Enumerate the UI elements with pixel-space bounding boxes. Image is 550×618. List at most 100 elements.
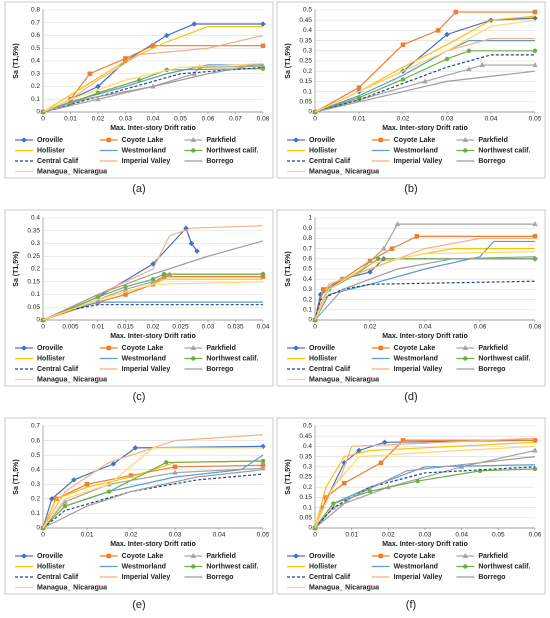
legend-label: Imperial Valley <box>394 366 443 373</box>
series-line <box>42 240 264 321</box>
marker <box>70 477 77 483</box>
legend-label: Oroville <box>37 553 63 560</box>
legend-marker <box>462 344 469 351</box>
y-axis-label: Sa (T1,5%) <box>285 43 292 78</box>
x-tick-label: 0 <box>41 324 45 331</box>
x-tick-label: 0.025 <box>172 324 189 331</box>
x-tick-label: 0 <box>313 116 317 123</box>
y-tick-label: 0.1 <box>31 510 40 517</box>
y-tick-label: 0.6 <box>31 32 40 39</box>
legend-marker <box>191 564 196 569</box>
panel-frame <box>4 209 274 387</box>
y-tick-label: 0.35 <box>299 37 312 44</box>
y-tick-label: 0.7 <box>303 245 312 252</box>
marker <box>161 271 167 277</box>
legend-marker <box>378 345 383 351</box>
legend-label: Central Calif <box>37 158 79 165</box>
legend-label: Oroville <box>309 137 335 144</box>
marker <box>376 256 381 262</box>
y-tick-label: 0.8 <box>31 7 40 14</box>
y-tick-label: 0.9 <box>303 225 312 232</box>
marker <box>95 83 101 90</box>
series-line <box>42 469 264 529</box>
panel-caption: (b) <box>404 183 417 195</box>
legend-marker <box>190 552 197 559</box>
y-tick-label: 1 <box>308 215 312 222</box>
y-tick-label: 0.7 <box>31 19 40 26</box>
y-tick-label: 0.2 <box>31 83 40 90</box>
y-tick-label: 0.45 <box>299 17 312 24</box>
x-axis-label: Max. Inter-story Drift ratio <box>110 125 196 132</box>
series-line <box>314 464 536 529</box>
x-tick-label: 0.01 <box>81 532 94 539</box>
x-tick-label: 0.01 <box>64 116 77 123</box>
marker <box>163 32 170 39</box>
legend-label: Borrego <box>478 574 505 581</box>
y-tick-label: 0.6 <box>303 256 312 263</box>
marker <box>132 445 139 451</box>
panel-caption: (e) <box>132 599 145 611</box>
x-tick-label: 0.03 <box>119 116 132 123</box>
legend-label: Borrego <box>206 574 233 581</box>
marker <box>532 61 538 68</box>
x-axis-label: Max. Inter-story Drift ratio <box>110 333 196 340</box>
legend-marker <box>293 137 299 143</box>
legend-label: Oroville <box>309 553 335 560</box>
marker <box>188 240 195 247</box>
panel-frame <box>276 417 546 595</box>
marker <box>532 466 538 472</box>
legend-label: Coyote Lake <box>394 345 436 352</box>
marker <box>172 469 178 475</box>
legend-marker <box>190 344 197 351</box>
legend-label: Managua_ Nicaragua <box>309 584 379 591</box>
y-tick-label: 0.2 <box>31 496 40 503</box>
legend-marker <box>293 345 299 351</box>
marker <box>532 447 538 453</box>
y-tick-label: 0.35 <box>27 227 40 234</box>
y-tick-label: 0 <box>36 525 40 532</box>
legend-label: Hollister <box>37 355 65 362</box>
legend-marker <box>106 137 111 143</box>
y-axis-label: Sa (T1,5%) <box>285 459 292 494</box>
marker <box>532 9 538 15</box>
y-tick-label: 0.1 <box>303 88 312 95</box>
x-tick-label: 0.035 <box>227 324 244 331</box>
legend-label: Parkfield <box>478 345 508 352</box>
marker <box>453 9 459 15</box>
marker <box>194 248 200 255</box>
legend-label: Hollister <box>37 147 65 154</box>
legend-label: Westmorland <box>394 355 438 362</box>
y-tick-label: 0.1 <box>31 291 40 298</box>
y-tick-label: 0.5 <box>303 7 312 14</box>
legend-label: Parkfield <box>206 345 236 352</box>
marker <box>106 489 112 494</box>
y-tick-label: 0.05 <box>299 515 312 522</box>
legend-label: Hollister <box>309 147 337 154</box>
marker <box>444 56 450 62</box>
legend-label: Coyote Lake <box>394 553 436 560</box>
panel-frame <box>276 209 546 387</box>
legend-label: Oroville <box>37 345 63 352</box>
marker <box>191 21 198 27</box>
legend-label: Central Calif <box>309 366 351 373</box>
y-tick-label: 0.4 <box>31 58 40 65</box>
y-tick-label: 0.25 <box>299 58 312 65</box>
x-tick-label: 0.08 <box>257 116 270 123</box>
x-tick-label: 0.04 <box>147 116 160 123</box>
series-line <box>42 464 264 529</box>
y-tick-label: 0 <box>308 525 312 532</box>
x-axis-label: Max. Inter-story Drift ratio <box>382 333 468 340</box>
x-tick-label: 0.015 <box>117 324 134 331</box>
series-line <box>314 468 536 529</box>
marker <box>163 460 169 465</box>
legend-label: Northwest calif. <box>478 355 530 362</box>
legend-label: Borrego <box>478 158 505 165</box>
legend-label: Imperial Valley <box>122 574 171 581</box>
panel-frame <box>276 1 546 179</box>
marker <box>137 77 142 83</box>
y-tick-label: 0.1 <box>303 307 312 314</box>
x-tick-label: 0.01 <box>92 324 105 331</box>
legend-marker <box>191 148 196 153</box>
y-tick-label: 0.25 <box>299 474 312 481</box>
